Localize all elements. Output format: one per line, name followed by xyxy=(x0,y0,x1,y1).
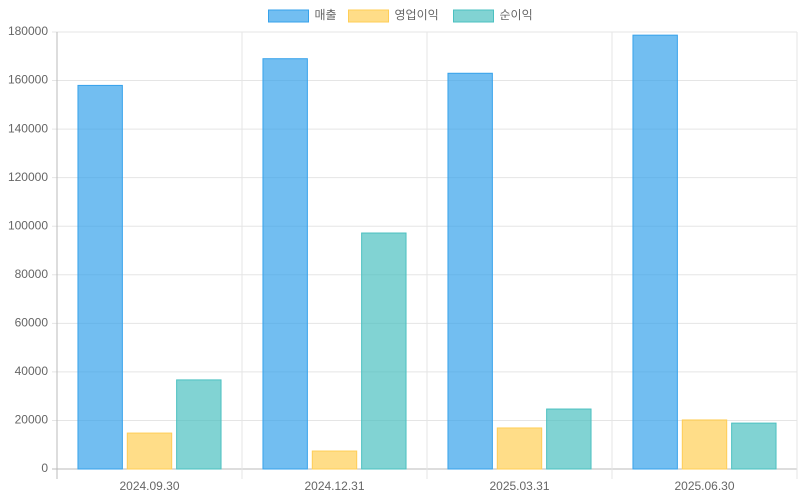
y-tick-label: 180000 xyxy=(8,24,48,38)
legend-swatch xyxy=(268,9,309,23)
x-tick-label: 2025.06.30 xyxy=(674,479,734,493)
legend-swatch xyxy=(348,9,389,23)
bar xyxy=(447,72,493,470)
x-tick-label: 2025.03.31 xyxy=(489,479,549,493)
bar xyxy=(681,419,728,470)
bar xyxy=(262,58,308,470)
x-tick-label: 2024.12.31 xyxy=(304,479,364,493)
y-tick-label: 40000 xyxy=(15,364,49,378)
y-tick-label: 120000 xyxy=(8,170,48,184)
y-tick-label: 0 xyxy=(41,461,48,475)
y-tick-label: 20000 xyxy=(15,413,49,427)
x-tick-label: 2024.09.30 xyxy=(119,479,179,493)
bar xyxy=(77,84,123,470)
bar xyxy=(311,450,358,470)
legend-label: 매출 xyxy=(315,8,337,22)
legend-swatch xyxy=(453,9,494,23)
bar xyxy=(731,422,777,470)
y-tick-label: 160000 xyxy=(8,73,48,87)
bar xyxy=(632,34,678,470)
legend-label: 순이익 xyxy=(500,8,533,22)
bar xyxy=(546,408,592,470)
bar xyxy=(496,427,543,470)
legend-label: 영업이익 xyxy=(395,8,439,22)
y-tick-label: 100000 xyxy=(8,218,48,232)
y-tick-label: 60000 xyxy=(15,316,49,330)
y-tick-label: 140000 xyxy=(8,121,48,135)
bar xyxy=(176,379,222,470)
y-tick-label: 80000 xyxy=(15,267,49,281)
bar xyxy=(361,232,407,470)
bar xyxy=(126,432,173,470)
